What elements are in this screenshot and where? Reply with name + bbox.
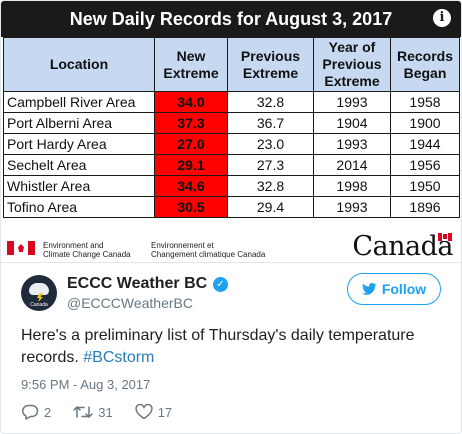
verified-icon: ✓ xyxy=(213,277,228,292)
avatar-label: Canada xyxy=(30,302,48,308)
cell-year: 1993 xyxy=(313,196,391,218)
cell-location: Tofino Area xyxy=(3,196,155,218)
table-row: Port Hardy Area 27.0 23.0 1993 1944 xyxy=(3,133,460,155)
column-header-previous-extreme: Previous Extreme xyxy=(227,37,314,92)
tweet-body: Here's a preliminary list of Thursday's … xyxy=(21,327,415,366)
cell-previous-extreme: 29.4 xyxy=(227,196,314,218)
tweet-timestamp[interactable]: 9:56 PM - Aug 3, 2017 xyxy=(21,377,151,392)
cell-location: Port Hardy Area xyxy=(3,133,155,155)
cell-new-extreme: 34.6 xyxy=(154,175,228,197)
table-row: Tofino Area 30.5 29.4 1993 1896 xyxy=(3,196,460,218)
reply-icon xyxy=(22,404,39,420)
tweet-media-image[interactable]: New Daily Records for August 3, 2017 i L… xyxy=(1,1,461,263)
column-header-records-began: Records Began xyxy=(390,37,460,92)
cell-records-began: 1958 xyxy=(390,91,460,113)
column-header-new-extreme: New Extreme xyxy=(154,37,228,92)
cell-year: 2014 xyxy=(313,154,391,176)
government-signature-bar: Environment and Climate Change Canada Env… xyxy=(1,229,461,262)
author-name[interactable]: ECCC Weather BC xyxy=(67,275,208,292)
retweet-icon xyxy=(73,406,93,418)
cell-location: Sechelt Area xyxy=(3,154,155,176)
hashtag-link[interactable]: #BCstorm xyxy=(83,349,155,366)
wordmark-flag-icon xyxy=(438,233,452,241)
cell-records-began: 1896 xyxy=(390,196,460,218)
cell-year: 1993 xyxy=(313,91,391,113)
reply-count: 2 xyxy=(44,404,52,420)
reply-button[interactable]: 2 xyxy=(21,404,51,420)
table-row: Port Alberni Area 37.3 36.7 1904 1900 xyxy=(3,112,460,134)
avatar[interactable]: Canada xyxy=(21,275,57,311)
tweet-text: Here's a preliminary list of Thursday's … xyxy=(21,325,446,369)
table-row: Sechelt Area 29.1 27.3 2014 1956 xyxy=(3,154,460,176)
media-title-text: New Daily Records for August 3, 2017 xyxy=(69,9,393,29)
cell-records-began: 1956 xyxy=(390,154,460,176)
cell-new-extreme: 27.0 xyxy=(154,133,228,155)
like-button[interactable]: 17 xyxy=(135,404,172,420)
info-icon[interactable]: i xyxy=(433,9,451,27)
table-row: Whistler Area 34.6 32.8 1998 1950 xyxy=(3,175,460,197)
follow-button[interactable]: Follow xyxy=(347,273,441,305)
tweet-actions: 2 31 17 xyxy=(21,403,194,421)
cell-new-extreme: 30.5 xyxy=(154,196,228,218)
cell-previous-extreme: 36.7 xyxy=(227,112,314,134)
cell-new-extreme: 29.1 xyxy=(154,154,228,176)
department-name-french: Environnement et Changement climatique Ca… xyxy=(151,241,266,259)
column-header-location: Location xyxy=(3,37,155,92)
cell-records-began: 1900 xyxy=(390,112,460,134)
media-title: New Daily Records for August 3, 2017 xyxy=(1,1,461,37)
cell-new-extreme: 34.0 xyxy=(154,91,228,113)
cell-previous-extreme: 32.8 xyxy=(227,91,314,113)
records-table: Location New Extreme Previous Extreme Year… xyxy=(3,37,460,218)
cell-previous-extreme: 27.3 xyxy=(227,154,314,176)
follow-button-label: Follow xyxy=(381,281,427,297)
table-header-row: Location New Extreme Previous Extreme Year… xyxy=(3,37,460,92)
cell-year: 1993 xyxy=(313,133,391,155)
table-row: Campbell River Area 34.0 32.8 1993 1958 xyxy=(3,91,460,113)
cell-location: Whistler Area xyxy=(3,175,155,197)
department-name-english: Environment and Climate Change Canada xyxy=(43,241,131,259)
cell-records-began: 1950 xyxy=(390,175,460,197)
cell-new-extreme: 37.3 xyxy=(154,112,228,134)
author-handle[interactable]: @ECCCWeatherBC xyxy=(67,295,193,311)
like-count: 17 xyxy=(157,404,173,420)
cell-year: 1904 xyxy=(313,112,391,134)
cloud-icon xyxy=(29,283,49,295)
cell-year: 1998 xyxy=(313,175,391,197)
retweet-count: 31 xyxy=(98,404,113,420)
cell-records-began: 1944 xyxy=(390,133,460,155)
lightning-icon xyxy=(37,293,43,302)
twitter-bird-icon xyxy=(361,283,377,295)
canada-wordmark: Canada xyxy=(352,231,453,262)
cell-previous-extreme: 23.0 xyxy=(227,133,314,155)
column-header-year: Year of Previous Extreme xyxy=(313,37,391,92)
heart-icon xyxy=(135,404,153,420)
canada-flag-icon xyxy=(7,241,35,255)
retweet-button[interactable]: 31 xyxy=(73,404,113,420)
cell-location: Port Alberni Area xyxy=(3,112,155,134)
cell-previous-extreme: 32.8 xyxy=(227,175,314,197)
cell-location: Campbell River Area xyxy=(3,91,155,113)
